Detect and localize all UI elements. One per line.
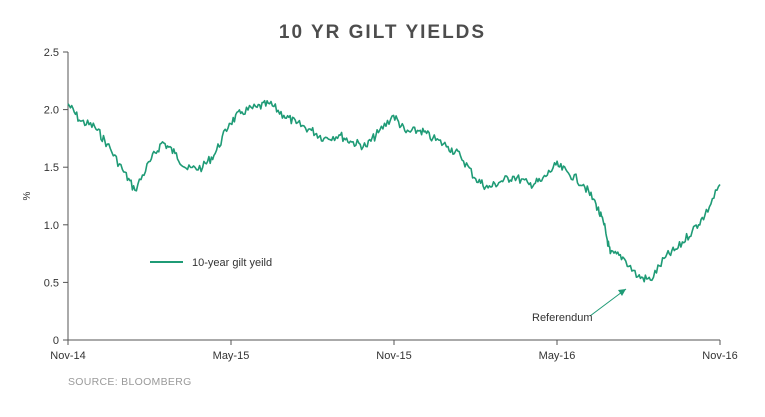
y-tick-label: 1.5 <box>44 162 59 174</box>
series-group <box>67 99 721 283</box>
y-tick-label: 2.0 <box>44 105 59 117</box>
y-ticks: 0 0.5 1.0 1.5 2.0 2.5 <box>44 47 68 347</box>
y-tick-label: 0.5 <box>44 277 59 289</box>
annotation-arrowhead <box>618 289 626 296</box>
legend-label: 10-year gilt yeild <box>192 257 272 269</box>
x-tick-label: Nov-15 <box>376 350 411 362</box>
x-tick-label: Nov-14 <box>50 350 85 362</box>
series-line <box>67 99 721 283</box>
annotation-arrow <box>589 288 627 317</box>
y-tick-label: 2.5 <box>44 47 59 59</box>
legend: 10-year gilt yeild <box>150 257 272 269</box>
y-axis-label: % <box>22 191 33 200</box>
annotation-text: Referendum <box>532 312 593 324</box>
x-ticks: Nov-14 May-15 Nov-15 May-16 Nov-16 <box>50 340 738 362</box>
x-tick-label: May-16 <box>539 350 576 362</box>
y-tick-label: 0 <box>53 335 59 347</box>
annotation-referendum: Referendum <box>532 288 627 324</box>
axes <box>67 52 720 341</box>
x-tick-label: Nov-16 <box>702 350 737 362</box>
chart-title: 10 YR GILT YIELDS <box>278 22 487 43</box>
x-tick-label: May-15 <box>213 350 250 362</box>
y-tick-label: 1.0 <box>44 220 59 232</box>
source-note: SOURCE: BLOOMBERG <box>68 376 192 388</box>
